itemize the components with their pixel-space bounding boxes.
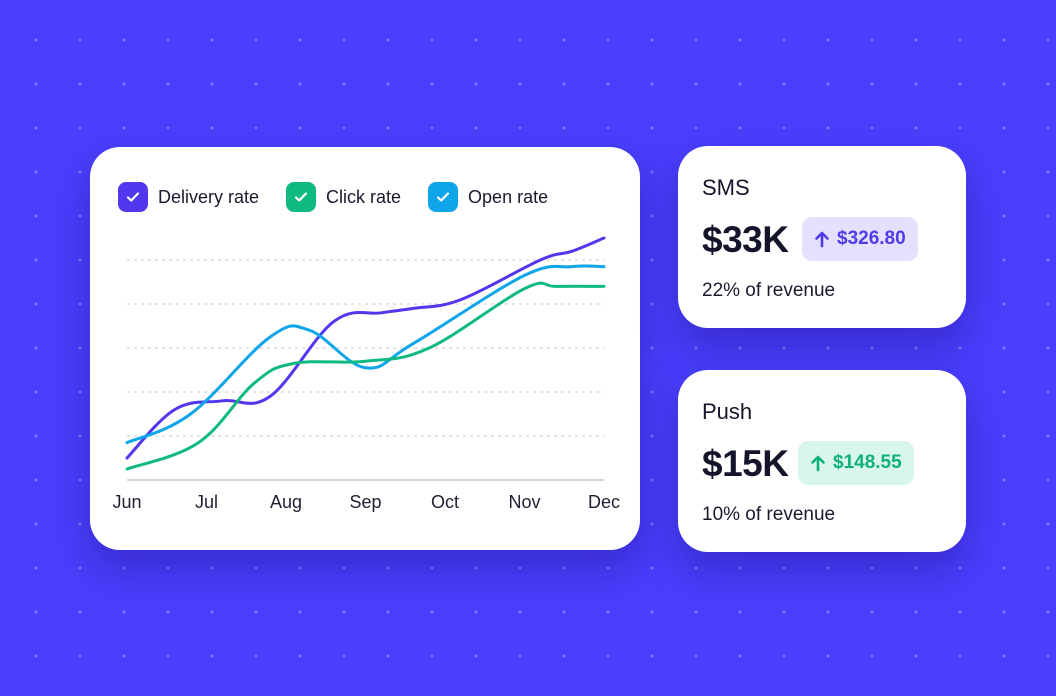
check-icon xyxy=(294,192,308,202)
metric-subtitle: 22% of revenue xyxy=(702,280,836,301)
metric-title: SMS xyxy=(702,175,750,200)
x-tick-label: Jul xyxy=(195,492,218,512)
click-rate-checkbox[interactable] xyxy=(286,182,317,212)
check-icon xyxy=(126,192,140,202)
change-badge: $148.55 xyxy=(798,441,914,485)
sms-metric-card[interactable]: SMS $33K $326.80 22% of revenue xyxy=(678,146,966,328)
change-badge: $326.80 xyxy=(802,217,918,261)
metric-value: $33K xyxy=(702,219,789,260)
metric-subtitle: 10% of revenue xyxy=(702,504,836,525)
legend-item-click-rate[interactable]: Click rate xyxy=(286,182,401,212)
x-tick-label: Nov xyxy=(508,492,540,512)
chart-card: Jun Jul Aug Sep Oct Nov Dec Delivery rate Clic… xyxy=(90,147,640,550)
change-value: $148.55 xyxy=(833,452,902,473)
open-rate-line xyxy=(125,264,606,445)
metric-value: $15K xyxy=(702,443,789,484)
arrow-up-icon xyxy=(811,455,825,472)
legend-label: Click rate xyxy=(326,186,402,207)
legend-item-delivery-rate[interactable]: Delivery rate xyxy=(118,182,259,212)
legend-label: Open rate xyxy=(468,186,549,207)
x-tick-label: Sep xyxy=(349,492,381,512)
check-icon xyxy=(436,192,450,202)
change-value: $326.80 xyxy=(837,228,906,249)
delivery-rate-checkbox[interactable] xyxy=(118,182,148,212)
legend-item-open-rate[interactable]: Open rate xyxy=(428,182,548,212)
delivery-rate-line xyxy=(125,236,606,460)
open-rate-checkbox[interactable] xyxy=(428,182,459,212)
push-metric-card[interactable]: Push $15K $148.55 10% of revenue xyxy=(678,370,966,552)
line-chart: Jun Jul Aug Sep Oct Nov Dec xyxy=(112,236,620,512)
chart-legend: Delivery rate Click rate Open rate xyxy=(118,182,575,212)
x-tick-label: Jun xyxy=(112,492,141,512)
click-rate-line xyxy=(125,281,606,471)
x-tick-label: Oct xyxy=(431,492,459,512)
metric-title: Push xyxy=(702,399,753,424)
arrow-up-icon xyxy=(815,231,829,248)
x-tick-label: Aug xyxy=(270,492,302,512)
legend-label: Delivery rate xyxy=(158,186,260,207)
x-tick-label: Dec xyxy=(588,492,620,512)
